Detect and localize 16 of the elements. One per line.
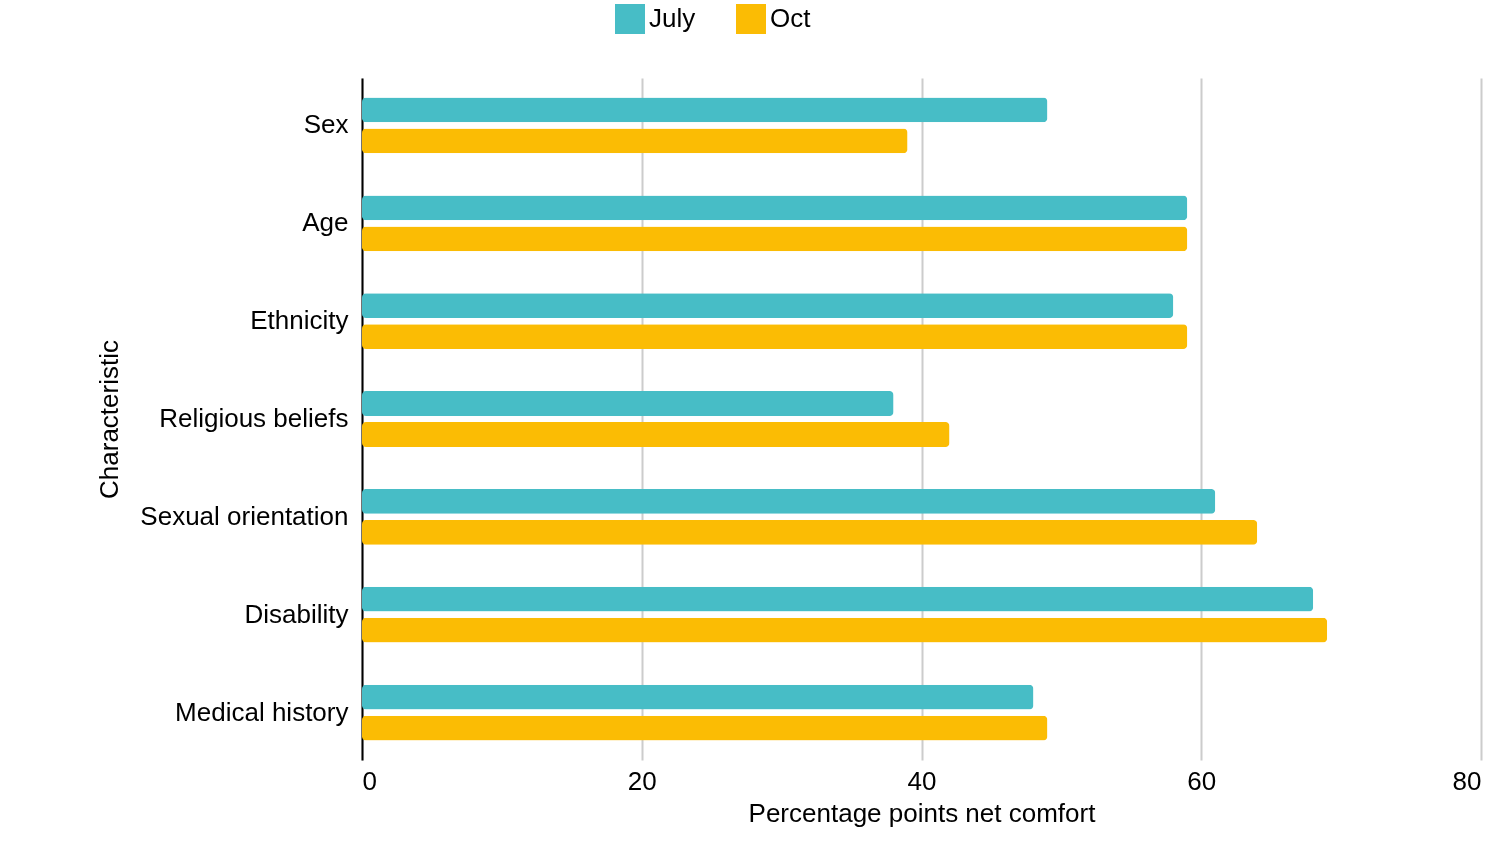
- y-tick-label: Sexual orientation: [140, 500, 349, 531]
- y-tick-label: Religious beliefs: [159, 403, 349, 433]
- x-axis-title: Percentage points net comfort: [748, 797, 1097, 828]
- y-tick-label: Sex: [303, 109, 349, 140]
- legend-label: July: [649, 3, 696, 33]
- y-tick-label: Age: [302, 207, 349, 238]
- x-tick-label: 60: [1187, 765, 1217, 796]
- x-tick-label: 40: [907, 765, 937, 796]
- x-tick-label: 0: [362, 765, 377, 796]
- y-tick-label: Ethnicity: [250, 305, 349, 336]
- y-axis-title: Characteristic: [93, 340, 124, 499]
- x-tick-label: 20: [627, 765, 657, 796]
- y-tick-label: Disability: [244, 598, 349, 629]
- legend-label: Oct: [770, 3, 812, 33]
- y-tick-label: Medical history: [175, 696, 349, 727]
- x-tick-label: 80: [1452, 765, 1482, 796]
